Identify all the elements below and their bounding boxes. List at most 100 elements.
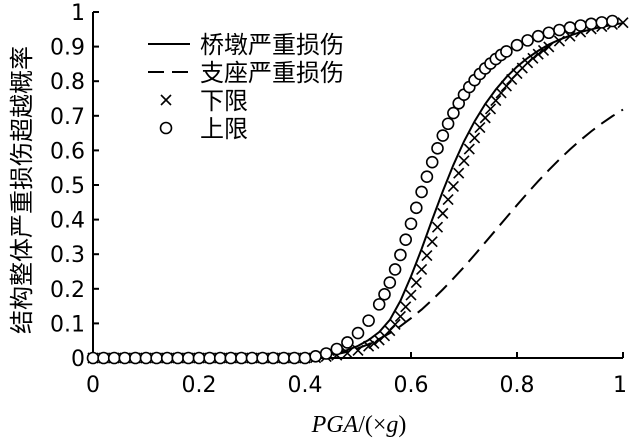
x-tick-label: 0.2 [182, 373, 217, 398]
data-point-circle-marker [441, 117, 455, 131]
data-point-x-marker [405, 289, 417, 301]
data-point-circle-marker [245, 351, 259, 365]
data-point-circle-marker [584, 17, 598, 31]
series-line [93, 22, 624, 359]
data-point-circle-marker [420, 170, 434, 183]
series-3 [87, 17, 629, 364]
data-point-x-marker [495, 87, 507, 99]
data-point-x-marker [373, 334, 385, 346]
y-tick-label: 0 [71, 347, 85, 372]
data-point-circle-marker [521, 34, 534, 47]
data-point-circle-marker [86, 351, 100, 365]
legend-item: 下限 [160, 87, 248, 115]
data-point-circle-marker [129, 351, 142, 365]
x-tick-label: 0.6 [394, 373, 429, 398]
data-point-x-marker [410, 277, 422, 289]
data-point-x-marker [474, 121, 486, 134]
x-axis-title-unit: g [386, 412, 398, 438]
data-point-x-marker [421, 250, 433, 262]
x-axis-title: PGA/(×g) [311, 412, 407, 438]
data-point-circle-marker [330, 342, 344, 356]
y-tick-label: 1 [71, 1, 85, 26]
x-tick-label: 0.4 [288, 373, 323, 398]
data-point-circle-marker [563, 21, 577, 34]
y-tick-label: 0.4 [50, 209, 85, 234]
data-point-circle-marker [531, 29, 545, 43]
data-point-circle-marker [277, 351, 291, 365]
data-point-circle-marker [606, 14, 619, 28]
data-point-x-marker [400, 301, 412, 313]
data-point-x-marker [537, 44, 550, 56]
data-point-circle-marker [235, 351, 248, 365]
series-4 [86, 14, 619, 365]
x-axis-title-separator: /(× [358, 412, 386, 438]
data-point-circle-marker [447, 106, 460, 120]
data-point-circle-marker [97, 351, 110, 365]
data-point-x-marker [463, 143, 475, 155]
data-point-circle-marker [372, 298, 386, 311]
data-point-circle-marker [409, 201, 423, 215]
data-point-circle-marker [192, 351, 206, 365]
data-point-circle-marker [510, 38, 524, 52]
x-tick-label: 0.8 [500, 373, 535, 398]
data-point-circle-marker [160, 351, 174, 365]
y-tick-label: 0.5 [50, 174, 85, 199]
y-tick-label: 0.9 [50, 36, 85, 61]
y-axis-title: 结构整体严重损伤超越概率 [8, 46, 36, 334]
ticks: 0 0.1 0.2 0.3 0.4 0.5 0.6 0.7 0.8 0.9 1 0 0.2 0.4 0.6 0… [50, 1, 627, 398]
legend-label: 下限 [200, 87, 248, 115]
series-line [93, 108, 624, 359]
data-point-circle-marker [595, 16, 609, 29]
data-point-x-marker [363, 340, 375, 352]
data-point-circle-marker [425, 155, 439, 169]
legend-swatch-circle-marker [159, 121, 173, 135]
x-tick-label: 0 [86, 373, 100, 398]
data-point-circle-marker [150, 351, 163, 365]
y-tick-label: 0.2 [50, 278, 85, 303]
y-tick-label: 0.7 [50, 105, 85, 130]
data-point-circle-marker [341, 336, 354, 349]
data-point-x-marker [490, 95, 502, 107]
legend-item: 支座严重损伤 [148, 59, 344, 87]
data-point-x-marker [416, 263, 428, 275]
series-2 [93, 108, 624, 359]
data-point-circle-marker [182, 351, 195, 365]
legend-item: 上限 [159, 115, 248, 143]
data-point-circle-marker [553, 23, 566, 37]
data-point-circle-marker [404, 217, 418, 231]
legend-swatch-x-marker [160, 94, 172, 106]
data-point-x-marker [341, 347, 353, 359]
y-tick-label: 0.3 [50, 243, 85, 268]
data-point-circle-marker [378, 288, 391, 301]
data-point-circle-marker [107, 351, 121, 365]
data-point-circle-marker [224, 351, 238, 365]
data-point-circle-marker [500, 45, 513, 58]
data-point-x-marker [469, 132, 481, 144]
legend-item: 桥墩严重损伤 [148, 31, 344, 59]
data-point-circle-marker [266, 351, 280, 365]
data-point-x-marker [426, 236, 438, 248]
data-point-x-marker [437, 207, 449, 219]
series [86, 14, 629, 365]
x-tick-label: 1 [613, 373, 627, 398]
data-point-x-marker [352, 344, 364, 356]
x-axis-title-main: PGA [311, 412, 359, 438]
data-point-x-marker [617, 17, 629, 29]
data-point-circle-marker [309, 349, 322, 363]
data-point-circle-marker [256, 351, 269, 365]
series-1 [93, 22, 624, 359]
data-point-x-marker [532, 48, 544, 60]
data-point-circle-marker [388, 263, 402, 276]
data-point-circle-marker [399, 233, 413, 246]
data-point-circle-marker [394, 248, 407, 262]
x-axis-title-close: ) [398, 412, 406, 438]
data-point-x-marker [389, 318, 401, 331]
data-point-x-marker [553, 35, 565, 47]
y-tick-label: 0.6 [50, 139, 85, 164]
legend-label: 上限 [200, 115, 248, 143]
data-point-x-marker [527, 52, 539, 64]
data-point-circle-marker [436, 129, 450, 142]
data-point-circle-marker [542, 26, 556, 40]
